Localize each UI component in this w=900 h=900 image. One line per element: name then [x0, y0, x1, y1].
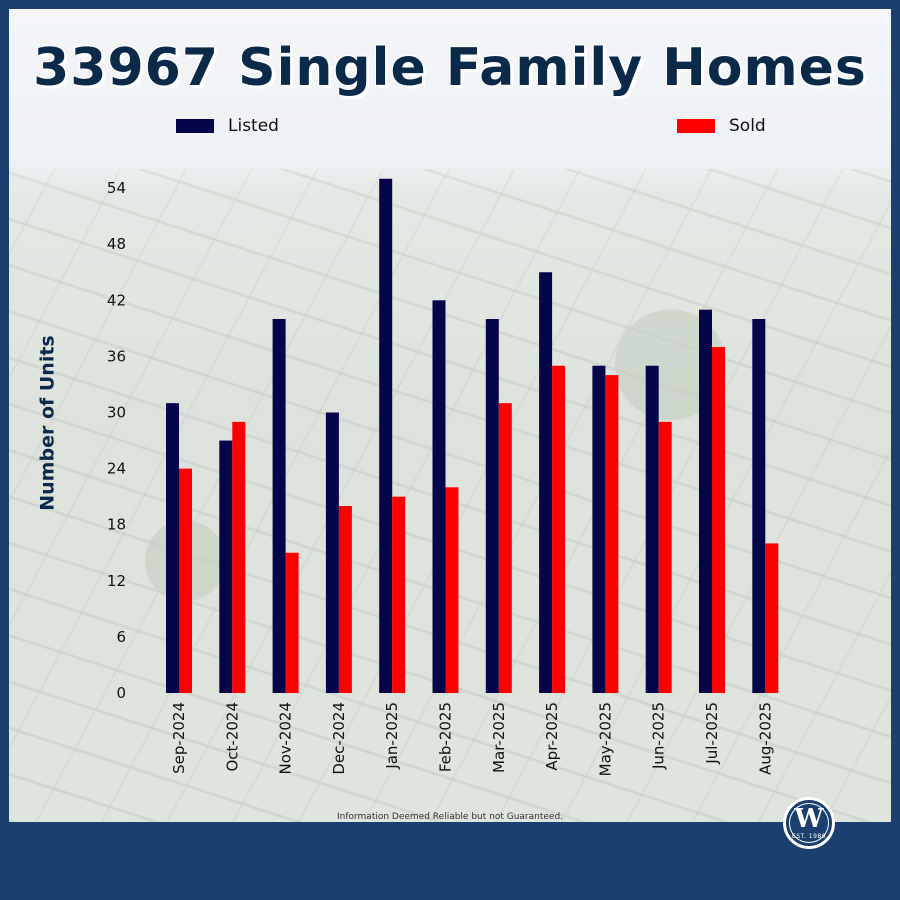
bar-sold-nov-2024 — [285, 552, 299, 693]
bar-sold-dec-2024 — [338, 506, 352, 693]
x-tick-label: Jul-2025 — [703, 702, 721, 765]
legend-label-listed: Listed — [228, 116, 279, 136]
x-tick-label: Jun-2025 — [650, 702, 668, 770]
x-tick-label: Dec-2024 — [330, 702, 348, 775]
y-tick-label: 42 — [107, 291, 126, 309]
y-tick-label: 0 — [116, 684, 126, 702]
bar-sold-apr-2025 — [552, 365, 566, 693]
x-tick-label: Nov-2024 — [277, 702, 295, 774]
legend-item-sold: Sold — [677, 115, 766, 137]
bar-listed-may-2025 — [592, 365, 606, 693]
x-tick-label: Oct-2024 — [223, 702, 241, 772]
y-axis-ticks: 0 6 12 18 24 30 36 42 48 54 — [107, 179, 126, 702]
bar-sold-mar-2025 — [498, 403, 512, 693]
y-tick-label: 18 — [107, 516, 126, 534]
disclaimer-text: Information Deemed Reliable but not Guar… — [336, 812, 564, 822]
y-tick-label: 30 — [107, 404, 126, 422]
bar-sold-jul-2025 — [712, 347, 725, 693]
bar-listed-sep-2024 — [166, 403, 179, 693]
legend-item-listed: Listed — [176, 115, 279, 137]
bar-listed-jun-2025 — [645, 365, 659, 693]
bar-sold-jan-2025 — [392, 496, 406, 693]
chart-title: 33967 Single Family Homes — [33, 38, 867, 98]
x-tick-label: Aug-2025 — [756, 702, 774, 775]
bar-listed-feb-2025 — [432, 300, 446, 693]
bar-listed-jan-2025 — [379, 178, 393, 693]
x-axis-ticks: Sep-2024 Oct-2024 Nov-2024 Dec-2024 Jan-2025… — [170, 702, 774, 776]
x-tick-label: Feb-2025 — [437, 702, 455, 772]
x-tick-label: Apr-2025 — [543, 702, 561, 771]
bar-sold-aug-2025 — [765, 543, 779, 693]
bar-listed-nov-2024 — [272, 319, 286, 693]
legend-swatch-listed — [176, 119, 214, 133]
bar-sold-sep-2024 — [179, 468, 192, 693]
logo-letter: W — [794, 804, 824, 834]
y-tick-label: 24 — [107, 460, 126, 478]
bar-listed-aug-2025 — [752, 319, 766, 693]
y-tick-label: 12 — [107, 572, 126, 590]
bar-sold-feb-2025 — [445, 487, 459, 693]
y-tick-label: 48 — [107, 235, 126, 253]
bar-listed-jul-2025 — [699, 309, 712, 693]
bars — [166, 178, 779, 693]
y-axis-label: Number of Units — [37, 335, 59, 511]
x-tick-label: Sep-2024 — [170, 702, 188, 774]
logo-ring — [789, 803, 829, 843]
y-tick-label: 6 — [116, 628, 126, 646]
bar-sold-may-2025 — [605, 375, 619, 693]
y-tick-label: 54 — [107, 179, 126, 197]
bar-listed-oct-2024 — [219, 440, 233, 693]
legend-label-sold: Sold — [729, 116, 766, 136]
x-tick-label: Jan-2025 — [383, 702, 401, 770]
y-tick-label: 36 — [107, 347, 126, 365]
bar-listed-dec-2024 — [325, 412, 339, 693]
bar-listed-mar-2025 — [485, 319, 499, 693]
brand-logo: W EST. 1989 — [783, 797, 835, 849]
bar-listed-apr-2025 — [539, 272, 553, 693]
x-tick-label: May-2025 — [596, 702, 614, 776]
bar-sold-jun-2025 — [658, 421, 672, 693]
x-tick-label: Mar-2025 — [490, 702, 508, 773]
bar-sold-oct-2024 — [232, 421, 246, 693]
legend-swatch-sold — [677, 119, 715, 133]
logo-est-text: EST. 1989 — [791, 833, 827, 840]
